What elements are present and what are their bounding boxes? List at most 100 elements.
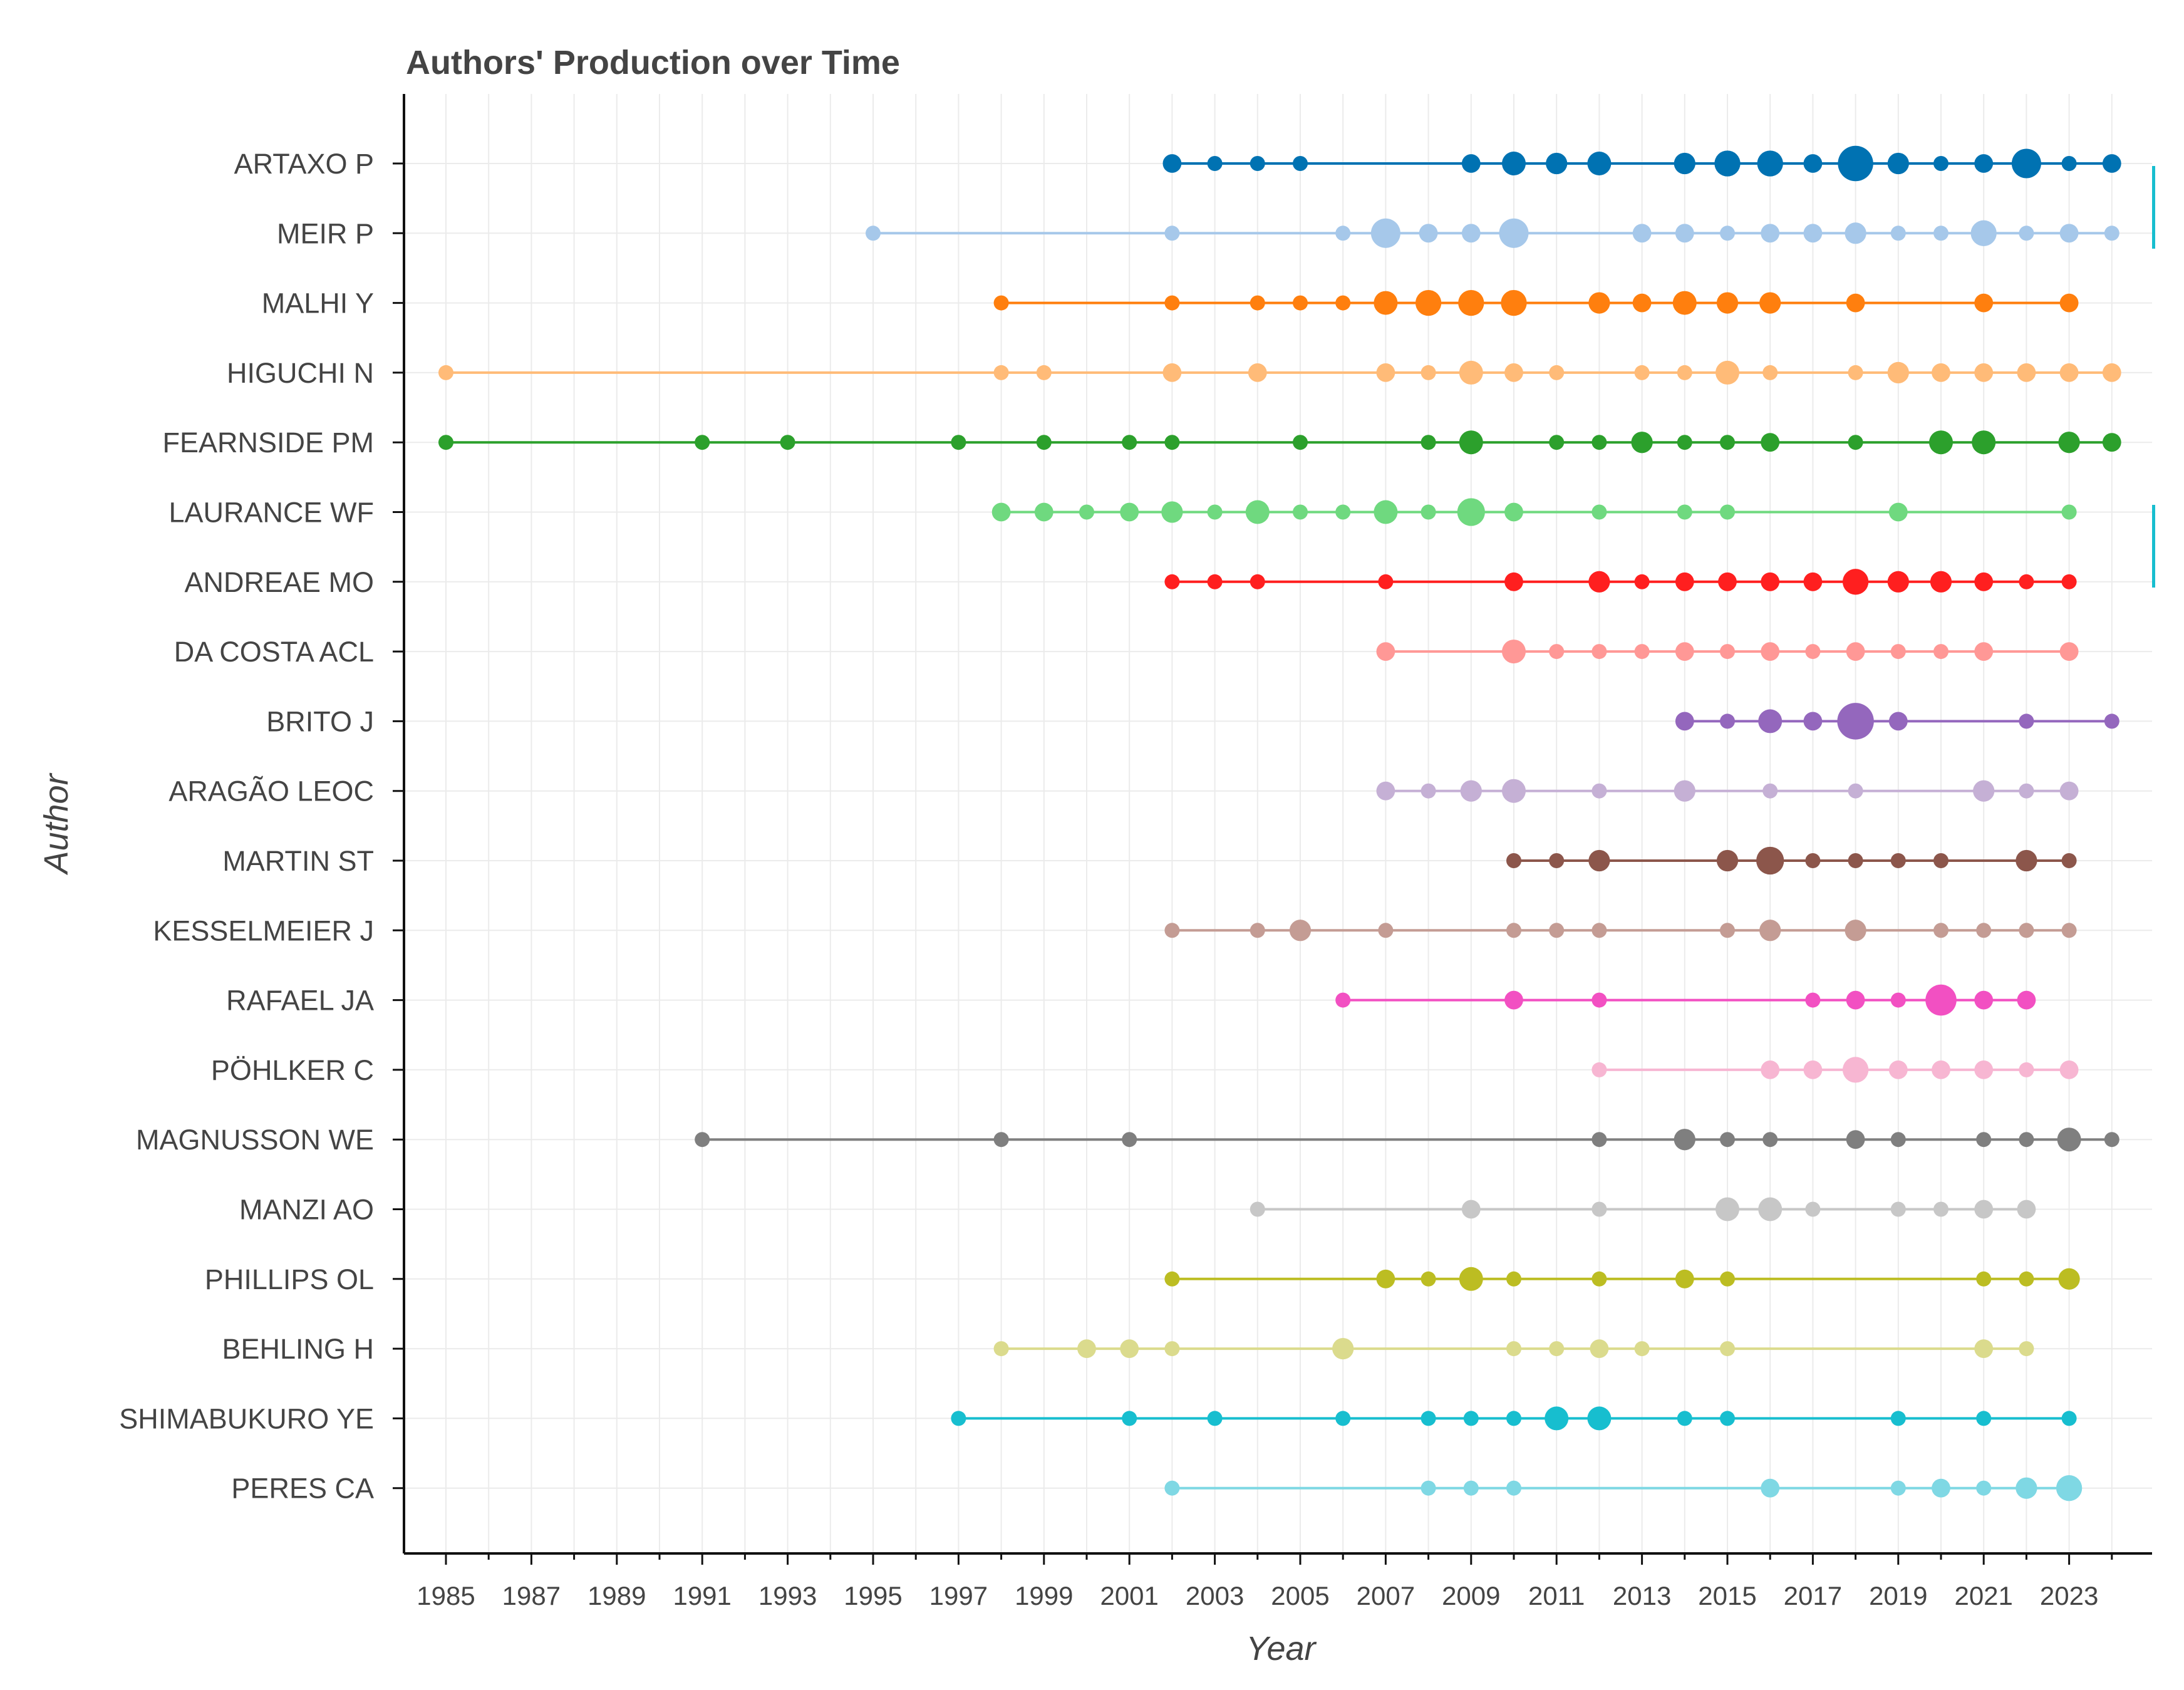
data-point xyxy=(2019,923,2034,938)
data-point xyxy=(1762,783,1778,799)
data-point xyxy=(1502,779,1526,803)
data-point xyxy=(1933,923,1949,938)
data-point xyxy=(1588,292,1610,314)
data-point xyxy=(1034,502,1053,522)
data-point xyxy=(1378,923,1394,938)
x-tick-label: 2003 xyxy=(1186,1581,1244,1610)
data-point xyxy=(1716,849,1739,872)
y-tick-label: ARAGÃO LEOC xyxy=(168,775,374,807)
data-point xyxy=(1332,1337,1354,1360)
data-point xyxy=(2059,1060,2079,1079)
data-point xyxy=(1587,1406,1612,1431)
data-point xyxy=(1846,990,1865,1010)
data-point xyxy=(1714,150,1741,177)
data-point xyxy=(1631,432,1653,454)
data-point xyxy=(1758,1197,1783,1221)
scroll-indicator-top xyxy=(2152,166,2155,249)
data-point xyxy=(780,435,795,450)
data-point xyxy=(1929,430,1953,455)
data-point xyxy=(1549,1341,1565,1357)
data-point xyxy=(1632,293,1652,313)
data-point xyxy=(2019,1062,2034,1077)
y-tick-label: BEHLING H xyxy=(222,1333,374,1365)
data-point xyxy=(1591,783,1607,799)
data-point xyxy=(1506,1341,1521,1357)
data-point xyxy=(1838,145,1873,182)
data-point xyxy=(1502,640,1526,664)
x-tick-label: 2013 xyxy=(1613,1581,1671,1610)
data-point xyxy=(1549,435,1565,450)
x-tick-label: 1991 xyxy=(673,1581,731,1610)
x-tick-label: 1993 xyxy=(758,1581,817,1610)
data-point xyxy=(1848,365,1863,380)
data-point xyxy=(1376,1269,1395,1288)
data-point xyxy=(1634,644,1650,660)
data-point xyxy=(1761,1060,1780,1079)
data-point xyxy=(2059,293,2079,313)
data-point xyxy=(1805,992,1821,1008)
y-tick-label: HIGUCHI N xyxy=(227,357,374,389)
data-point xyxy=(1459,360,1483,385)
y-tick-label: MAGNUSSON WE xyxy=(136,1124,374,1156)
data-point xyxy=(1675,712,1694,731)
data-point xyxy=(1761,224,1780,243)
chart-title: Authors' Production over Time xyxy=(406,44,900,81)
data-point xyxy=(1335,226,1351,241)
data-point xyxy=(2061,853,2077,868)
data-point xyxy=(1335,992,1351,1008)
data-point xyxy=(1970,220,1997,246)
series-lines xyxy=(446,162,2112,1490)
x-axis-label: Year xyxy=(1246,1630,1317,1667)
data-point xyxy=(1421,783,1436,799)
data-point xyxy=(1335,1411,1351,1426)
data-point xyxy=(1837,703,1874,740)
y-tick-label: ANDREAE MO xyxy=(184,566,374,598)
data-point xyxy=(951,1411,966,1426)
data-point xyxy=(1634,365,1650,380)
data-point xyxy=(2017,1200,2036,1219)
data-point xyxy=(1245,500,1270,524)
y-tick-label: ARTAXO P xyxy=(234,148,374,180)
data-point xyxy=(2061,574,2077,589)
data-point xyxy=(1207,156,1223,171)
data-point xyxy=(695,1132,710,1148)
y-axis-label: Author xyxy=(38,772,75,875)
x-tick-label: 2007 xyxy=(1357,1581,1415,1610)
y-tick-label: MALHI Y xyxy=(262,288,374,319)
data-point xyxy=(1890,226,1906,241)
data-point xyxy=(1504,572,1523,591)
data-point xyxy=(1890,853,1906,868)
data-point xyxy=(1890,1480,1906,1496)
data-point xyxy=(1545,1406,1569,1431)
data-point xyxy=(1716,360,1739,385)
data-point xyxy=(1421,504,1436,520)
data-point xyxy=(2056,1475,2083,1501)
y-tick-labels: ARTAXO P MEIR P MALHI Y HIGUCHI N FEARNSIDE … xyxy=(119,148,374,1505)
data-point xyxy=(1457,498,1485,526)
data-point xyxy=(1419,224,1438,243)
data-point xyxy=(993,1341,1009,1357)
data-point xyxy=(1716,1197,1739,1221)
data-point xyxy=(1164,574,1180,589)
data-point xyxy=(1634,574,1650,589)
data-point xyxy=(2019,226,2034,241)
data-point xyxy=(1164,1271,1180,1287)
data-point xyxy=(1162,363,1182,382)
x-tick-label: 1999 xyxy=(1015,1581,1073,1610)
data-point xyxy=(1932,1478,1950,1498)
data-point xyxy=(1718,572,1737,591)
data-point xyxy=(1546,152,1568,175)
x-tick-label: 1989 xyxy=(587,1581,646,1610)
data-point xyxy=(1974,572,1994,591)
data-point xyxy=(1506,923,1521,938)
data-point xyxy=(2017,363,2036,382)
data-point xyxy=(1974,363,1994,382)
data-point xyxy=(2011,148,2041,179)
data-point xyxy=(1756,846,1784,875)
data-point xyxy=(2104,713,2119,729)
data-point xyxy=(1376,363,1395,382)
data-point xyxy=(1502,152,1526,175)
data-point xyxy=(1716,292,1739,314)
data-point xyxy=(1842,569,1869,595)
data-point xyxy=(1549,853,1565,868)
